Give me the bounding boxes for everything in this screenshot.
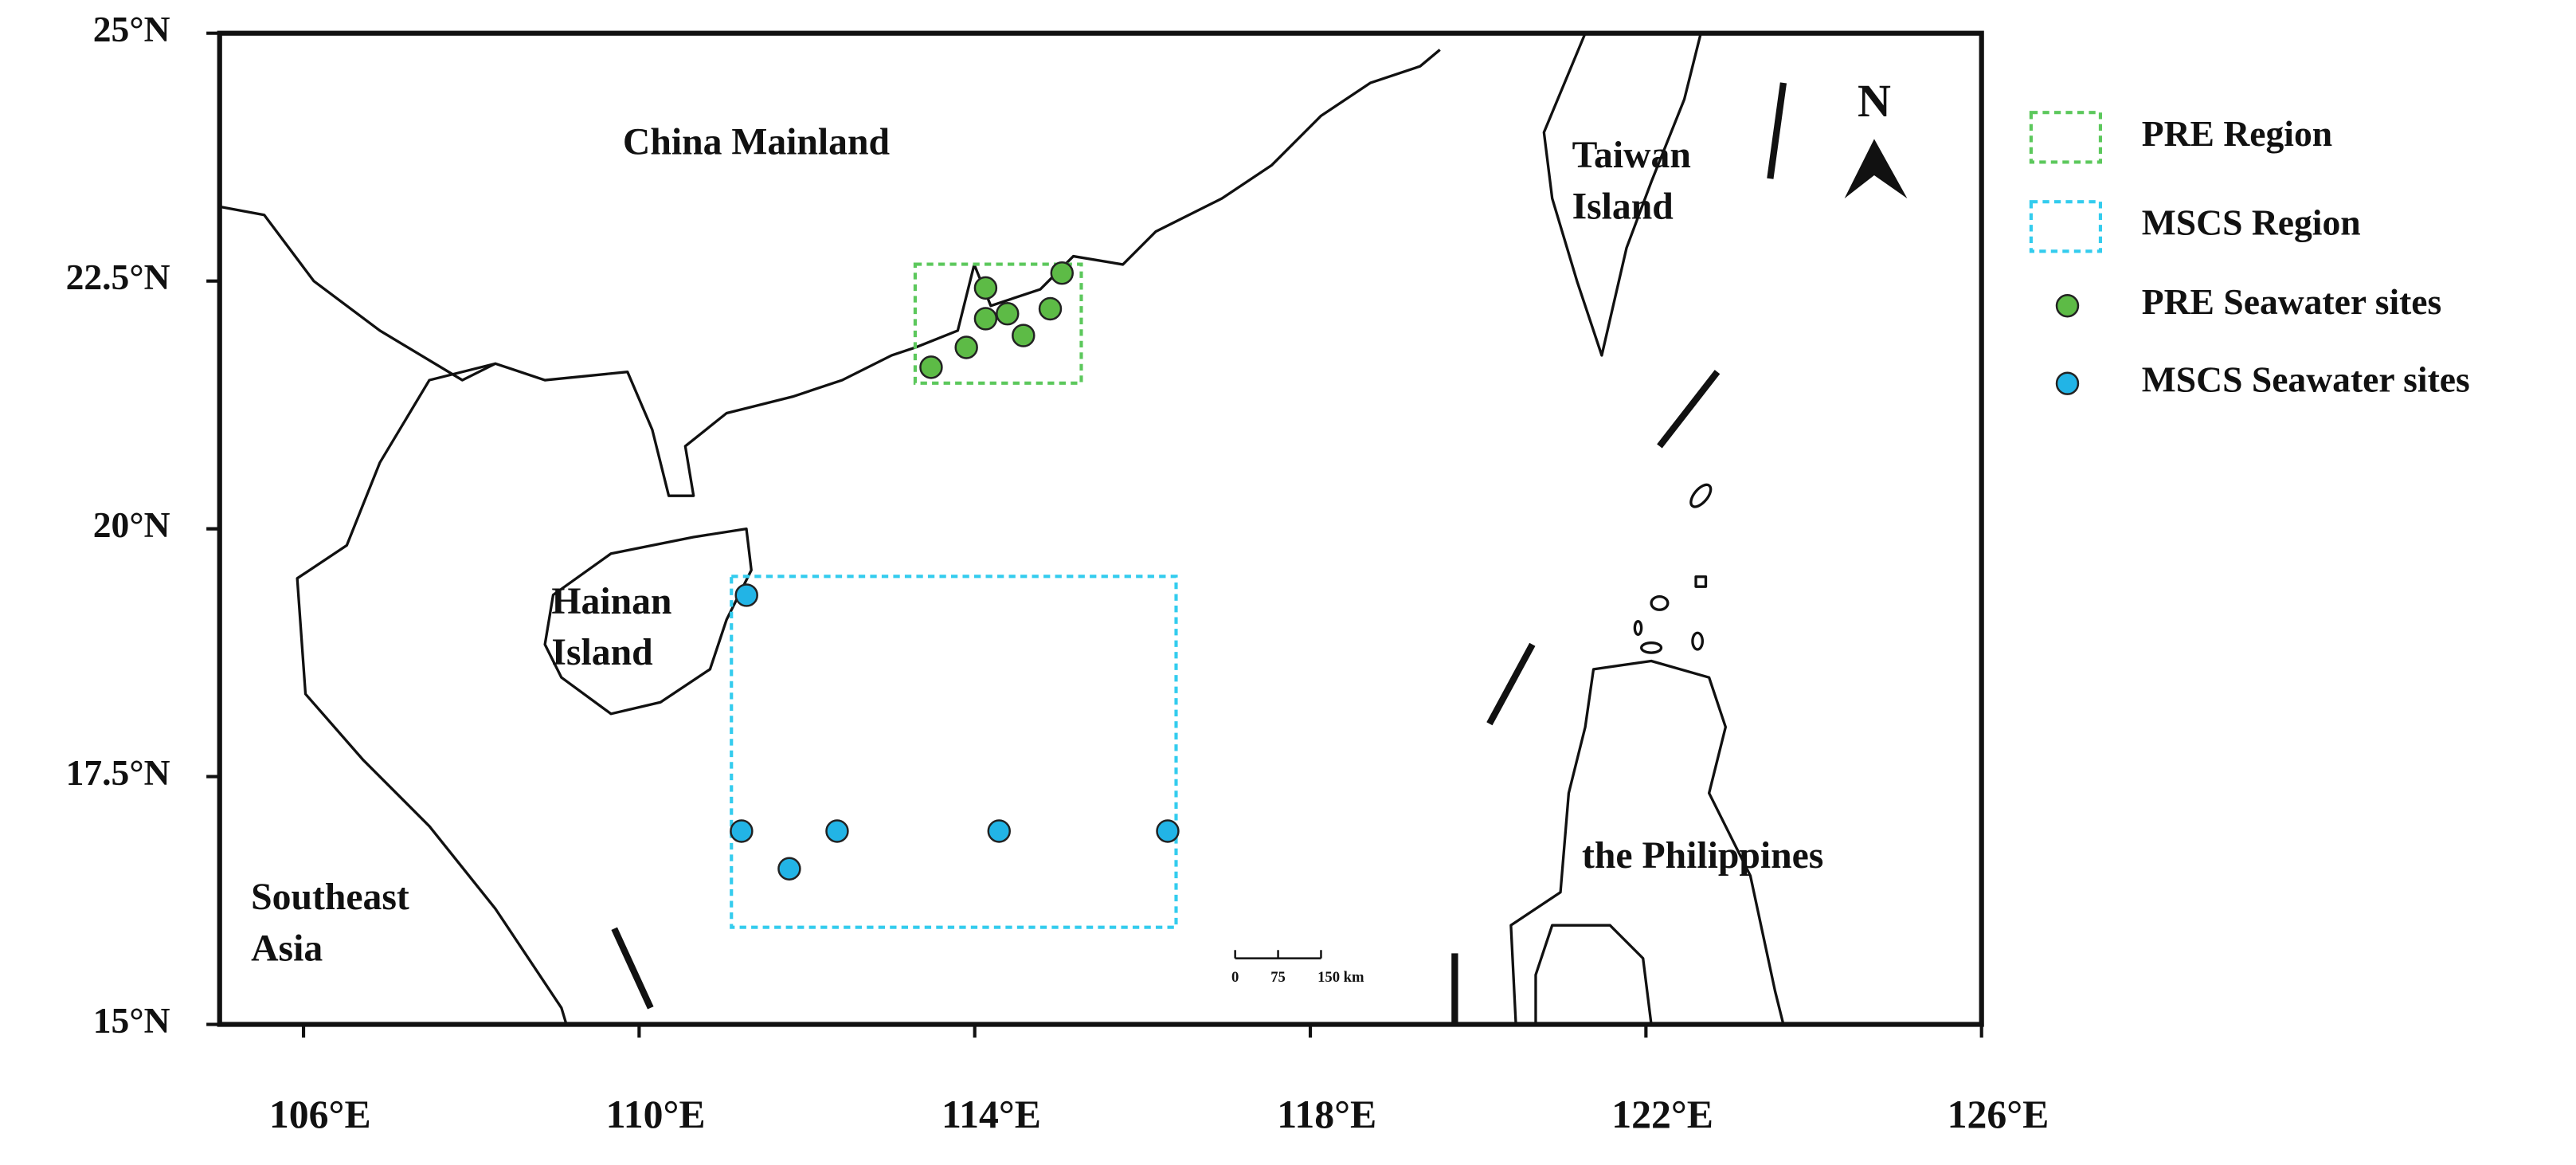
- place-label: Island: [551, 632, 652, 673]
- x-tick-label: 106°E: [269, 1092, 371, 1136]
- site: [954, 335, 978, 359]
- boundary: [1767, 82, 1787, 179]
- scale-bar: [1234, 950, 1322, 959]
- site: [777, 857, 801, 881]
- place-label: China Mainland: [623, 122, 890, 163]
- coastlines: [219, 32, 1785, 1026]
- legend-label: PRE Seawater sites: [2142, 281, 2442, 322]
- place-label: Southeast: [251, 877, 409, 918]
- legend-swatch: [2029, 200, 2103, 253]
- site: [1156, 819, 1180, 843]
- legend-label: MSCS Region: [2142, 202, 2361, 243]
- y-tick-label: 25°N: [93, 9, 170, 49]
- site: [734, 583, 758, 607]
- y-tick-label: 15°N: [93, 1000, 170, 1041]
- north-label: N: [1858, 75, 1891, 127]
- x-tick-label: 118°E: [1277, 1092, 1376, 1136]
- island: [1639, 641, 1663, 654]
- site: [996, 301, 1020, 326]
- x-tick-label: 126°E: [1948, 1092, 2049, 1136]
- place-label: Hainan: [551, 581, 671, 622]
- region-box: [730, 575, 1178, 929]
- site: [973, 307, 998, 331]
- place-label: Asia: [251, 928, 323, 969]
- north-arrow-shape: [1844, 139, 1908, 199]
- region-box: [913, 262, 1083, 385]
- indochina-coast: [296, 362, 568, 1026]
- legend-marker: [2055, 371, 2080, 395]
- island: [1633, 620, 1643, 636]
- site: [1012, 324, 1035, 347]
- scale-label: 150 km: [1317, 969, 1364, 986]
- legend-marker: [2055, 294, 2080, 318]
- boundary: [611, 927, 654, 1010]
- legend-swatch: [2029, 111, 2103, 164]
- place-label: Taiwan: [1572, 135, 1691, 176]
- site: [730, 819, 754, 843]
- x-tick-label: 110°E: [606, 1092, 706, 1136]
- scale-label: 0: [1231, 969, 1239, 986]
- place-label: the Philippines: [1582, 835, 1823, 877]
- hainan: [543, 527, 753, 716]
- place-label: Island: [1572, 186, 1674, 227]
- site: [1050, 261, 1074, 285]
- luzon: [1509, 659, 1785, 1026]
- island: [1650, 594, 1670, 611]
- mainland-coast: [219, 49, 1441, 497]
- x-tick-label: 114°E: [942, 1092, 1041, 1136]
- site: [973, 276, 998, 300]
- island: [1689, 483, 1713, 508]
- y-tick-label: 22.5°N: [66, 257, 170, 297]
- y-tick-label: 20°N: [93, 504, 170, 545]
- site: [1038, 296, 1063, 321]
- y-tick-label: 17.5°N: [66, 752, 170, 793]
- site: [919, 355, 943, 379]
- boundary-lines: [611, 82, 1787, 1025]
- boundary: [1657, 370, 1721, 449]
- x-tick-label: 122°E: [1611, 1092, 1713, 1136]
- island: [1694, 575, 1708, 588]
- site: [825, 819, 849, 843]
- scale-label: 75: [1270, 969, 1286, 986]
- legend-label: PRE Region: [2142, 113, 2332, 154]
- north-arrow: N: [1844, 75, 1908, 199]
- boundary: [1486, 642, 1536, 726]
- legend-label: MSCS Seawater sites: [2142, 359, 2470, 400]
- island: [1691, 631, 1705, 651]
- site: [987, 819, 1011, 843]
- taiwan: [1542, 32, 1702, 357]
